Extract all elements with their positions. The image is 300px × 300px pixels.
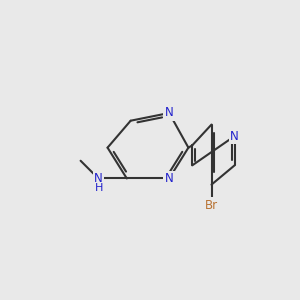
Text: H: H [95,183,104,193]
Text: N: N [165,172,173,185]
Text: N: N [94,172,103,185]
Text: N: N [230,130,239,142]
Text: Br: Br [205,199,218,212]
Text: N: N [165,106,173,119]
